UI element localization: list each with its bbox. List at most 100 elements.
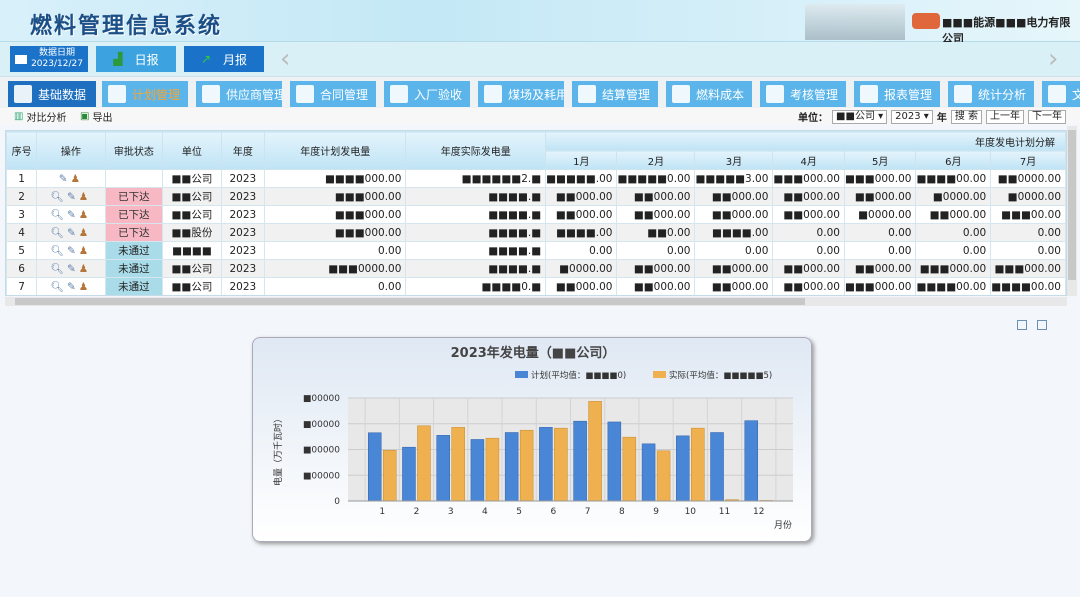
bar-actual[interactable] xyxy=(656,450,671,502)
col-header-month: 4月 xyxy=(772,150,845,170)
user-icon[interactable]: ♟ xyxy=(70,172,83,185)
monthly-report-button[interactable]: ↗ 月报 xyxy=(184,46,264,72)
user-icon[interactable]: ♟ xyxy=(78,263,92,275)
col-header-month: 1月 xyxy=(545,150,618,170)
bar-plan[interactable] xyxy=(641,443,656,502)
date-value: 2023/12/27 xyxy=(31,59,83,69)
maximize-icon[interactable] xyxy=(1037,320,1047,330)
bar-plan[interactable] xyxy=(539,427,553,502)
user-icon[interactable]: ♟ xyxy=(78,191,92,203)
scroll-thumb[interactable] xyxy=(15,298,805,305)
y-axis-label: 电量（万千瓦时） xyxy=(272,414,284,486)
horizontal-scrollbar[interactable] xyxy=(5,297,1067,306)
bar-plan[interactable] xyxy=(504,432,519,502)
bar-actual[interactable] xyxy=(451,427,465,502)
bar-actual[interactable] xyxy=(588,401,602,502)
menu-item-1[interactable]: 计划管理 xyxy=(102,81,188,107)
bar-plan[interactable] xyxy=(367,432,382,502)
table-row[interactable]: 1 ✎♟ ■■公司 2023 ■■■■000.00 ■■■■■■2.■ ■■■■■… xyxy=(6,169,1066,188)
menu-item-7[interactable]: 燃料成本 xyxy=(666,81,752,107)
cell-actions: 🔍︎✎♟ xyxy=(36,205,106,224)
user-icon[interactable]: ♟ xyxy=(78,209,92,221)
view-icon[interactable]: 🔍︎ xyxy=(50,191,67,203)
menu-item-10[interactable]: 统计分析 xyxy=(948,81,1034,107)
bar-actual[interactable] xyxy=(554,427,568,502)
view-icon[interactable]: 🔍︎ xyxy=(50,209,67,221)
bar-actual[interactable] xyxy=(519,429,534,502)
edit-icon[interactable]: ✎ xyxy=(66,227,79,239)
edit-icon[interactable]: ✎ xyxy=(66,191,79,203)
clipboard-icon xyxy=(860,85,878,103)
edit-icon[interactable]: ✎ xyxy=(58,172,71,185)
prev-year-button[interactable]: 上一年 xyxy=(986,109,1024,124)
bar-actual[interactable] xyxy=(485,437,500,502)
table-row[interactable]: 7 🔍︎✎♟ 未通过 ■■公司 2023 0.00 ■■■■0.■ ■■000.0… xyxy=(6,277,1066,295)
daily-report-button[interactable]: ▟ 日报 xyxy=(96,46,176,72)
scroll-right-arrow[interactable]: › xyxy=(1048,44,1059,74)
cell-month: ■■■■■.00 xyxy=(545,169,618,188)
menu-item-8[interactable]: 考核管理 xyxy=(760,81,846,107)
view-icon[interactable]: 🔍︎ xyxy=(50,245,67,257)
menu-label: 计划管理 xyxy=(132,87,181,102)
unit-select[interactable]: ■■公司 ▾ xyxy=(832,109,888,124)
edit-icon[interactable]: ✎ xyxy=(66,263,79,275)
cell-month: 0.00 xyxy=(990,241,1066,260)
user-icon[interactable]: ♟ xyxy=(78,245,92,257)
col-header-plan: 年度计划发电量 xyxy=(264,131,407,170)
bar-actual[interactable] xyxy=(417,425,431,502)
vertical-scrollbar[interactable] xyxy=(1067,126,1077,296)
table-row[interactable]: 5 🔍︎✎♟ 未通过 ■■■■ 2023 0.00 ■■■■.■ 0.00 0.00… xyxy=(6,241,1066,260)
unit-label: 单位： xyxy=(798,113,829,124)
col-header-month: 6月 xyxy=(915,150,992,170)
restore-icon[interactable] xyxy=(1017,320,1027,330)
bar-plan[interactable] xyxy=(402,446,416,502)
menu-item-11[interactable]: 文 xyxy=(1042,81,1080,107)
menu-item-3[interactable]: 合同管理 xyxy=(290,81,376,107)
bar-plan[interactable] xyxy=(607,421,622,502)
bar-plan[interactable] xyxy=(744,420,759,502)
view-icon[interactable]: 🔍︎ xyxy=(50,227,67,239)
user-icon[interactable]: ♟ xyxy=(78,281,92,293)
menu-item-6[interactable]: 结算管理 xyxy=(572,81,658,107)
menu-item-2[interactable]: 供应商管理 xyxy=(196,81,282,107)
data-date-button[interactable]: 数据日期 2023/12/27 xyxy=(10,46,88,72)
bar-plan[interactable] xyxy=(436,435,450,502)
export-button[interactable]: ▣ 导出 xyxy=(80,109,112,124)
bar-plan[interactable] xyxy=(573,420,587,502)
search-button[interactable]: 搜 索 xyxy=(950,109,982,124)
table-row[interactable]: 2 🔍︎✎♟ 已下达 ■■公司 2023 ■■■000.00 ■■■■.■ ■■0… xyxy=(6,187,1066,206)
user-icon[interactable]: ♟ xyxy=(78,227,92,239)
bar-actual[interactable] xyxy=(622,436,637,502)
view-icon[interactable]: 🔍︎ xyxy=(50,281,67,293)
scroll-thumb[interactable] xyxy=(1068,130,1076,280)
app-title: 燃料管理信息系统 xyxy=(30,13,223,39)
cell-plan: 0.00 xyxy=(264,277,407,295)
next-year-button[interactable]: 下一年 xyxy=(1028,109,1066,124)
table-row[interactable]: 6 🔍︎✎♟ 未通过 ■■公司 2023 ■■■0000.00 ■■■■.■ ■0… xyxy=(6,259,1066,278)
edit-icon[interactable]: ✎ xyxy=(66,245,79,257)
bar-actual[interactable] xyxy=(691,427,705,502)
bar-plan[interactable] xyxy=(710,432,724,502)
bar-plan[interactable] xyxy=(470,439,485,502)
cell-month: ■■■000.00 xyxy=(772,169,845,188)
quick-nav: 数据日期 2023/12/27 ▟ 日报 ↗ 月报 ‹ › xyxy=(0,42,1080,76)
table-row[interactable]: 3 🔍︎✎♟ 已下达 ■■公司 2023 ■■■000.00 ■■■■.■ ■■0… xyxy=(6,205,1066,224)
unit-value: ■■公司 xyxy=(836,110,875,122)
edit-icon[interactable]: ✎ xyxy=(66,281,79,293)
table-row[interactable]: 4 🔍︎✎♟ 已下达 ■■股份 2023 ■■■000.00 ■■■■.■ ■■■… xyxy=(6,223,1066,242)
cell-month: 0.00 xyxy=(990,223,1066,242)
menu-item-4[interactable]: 入厂验收 xyxy=(384,81,470,107)
bar-actual[interactable] xyxy=(382,450,397,502)
menu-item-0[interactable]: 基础数据 xyxy=(8,81,96,107)
menu-item-9[interactable]: 报表管理 xyxy=(854,81,940,107)
x-axis-label: 月份 xyxy=(774,519,792,531)
view-icon[interactable]: 🔍︎ xyxy=(50,263,67,275)
year-select[interactable]: 2023 ▾ xyxy=(891,109,933,124)
edit-icon[interactable]: ✎ xyxy=(66,209,79,221)
cell-month: 0.00 xyxy=(694,241,774,260)
bar-plan[interactable] xyxy=(676,435,690,502)
scroll-left-arrow[interactable]: ‹ xyxy=(280,44,291,74)
menu-item-5[interactable]: 煤场及耗用 xyxy=(478,81,564,107)
compare-analysis-button[interactable]: ▥ 对比分析 xyxy=(14,109,66,124)
database-icon xyxy=(14,85,32,103)
